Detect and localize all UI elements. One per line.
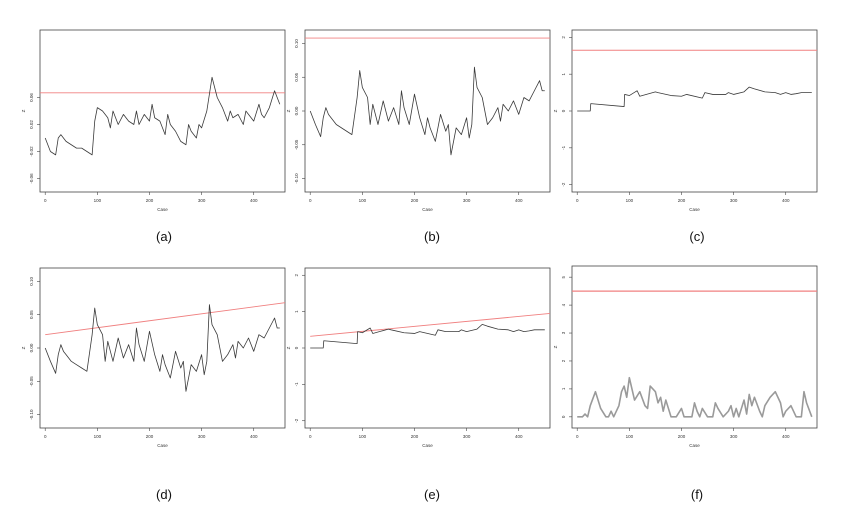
x-tick-label: 0 (44, 198, 47, 203)
y-axis-label: Z (553, 345, 558, 348)
y-tick-label: -0.05 (294, 139, 299, 150)
x-tick-label: 100 (359, 198, 367, 203)
x-tick-label: 300 (730, 198, 738, 203)
x-axis-label: Case (422, 443, 433, 448)
y-tick-label: 0.06 (29, 93, 34, 102)
y-tick-label: 0.10 (29, 276, 34, 285)
chart-panel-d: 0 100 200 300 400 -0.10 -0.05 0.00 0.05 0.10 Case Z (21, 267, 286, 448)
x-tick-label: 400 (782, 434, 790, 439)
y-tick-label: -2 (561, 182, 566, 186)
y-tick-label: 0.00 (29, 343, 34, 352)
x-tick-label: 300 (198, 434, 206, 439)
x-tick-label: 200 (678, 434, 686, 439)
y-tick-label: -0.06 (29, 173, 34, 184)
y-tick-label: 1 (561, 387, 566, 390)
y-tick-label: 0.10 (294, 39, 299, 48)
y-tick-label: 0 (561, 109, 566, 112)
series-line (309, 66, 545, 156)
x-tick-label: 0 (576, 434, 579, 439)
y-tick-label: 2 (561, 36, 566, 39)
y-tick-label: -0.02 (29, 146, 34, 157)
y-tick-label: 0.05 (29, 310, 34, 319)
series-line (44, 304, 280, 392)
y-axis-label: Z (21, 346, 26, 349)
series-line (310, 323, 545, 349)
plot-frame (39, 267, 286, 429)
chart-panel-a: 0 100 200 300 400 -0.06 -0.02 0.02 0.06 Case Z (21, 29, 286, 212)
caption-f: (f) (690, 487, 704, 502)
x-tick-label: 400 (515, 198, 523, 203)
y-axis-label: Z (21, 109, 26, 112)
y-tick-label: 0.02 (29, 120, 34, 129)
y-tick-label: -1 (561, 145, 566, 149)
x-tick-label: 100 (626, 198, 634, 203)
plot-frame (571, 265, 818, 429)
x-tick-label: 100 (626, 434, 634, 439)
plot-frame (304, 267, 551, 429)
x-tick-label: 0 (309, 198, 312, 203)
y-tick-label: -0.10 (29, 409, 34, 420)
plot-frame (304, 29, 551, 193)
caption-a: (a) (156, 229, 172, 244)
x-tick-label: 100 (359, 434, 367, 439)
y-tick-label: 0.05 (294, 72, 299, 81)
y-tick-label: 2 (561, 359, 566, 362)
x-tick-label: 400 (250, 434, 258, 439)
x-tick-label: 200 (678, 198, 686, 203)
x-tick-label: 100 (94, 434, 102, 439)
x-tick-label: 400 (250, 198, 258, 203)
plot-frame (39, 29, 286, 193)
x-tick-label: 200 (411, 198, 419, 203)
y-tick-label: 5 (561, 275, 566, 278)
x-axis-label: Case (422, 207, 433, 212)
x-tick-label: 0 (44, 434, 47, 439)
x-axis-label: Case (157, 207, 168, 212)
y-tick-label: -0.05 (29, 376, 34, 387)
x-tick-label: 200 (146, 198, 154, 203)
x-tick-label: 300 (198, 198, 206, 203)
y-axis-label: Z (286, 346, 291, 349)
x-tick-label: 300 (730, 434, 738, 439)
y-tick-label: 0.00 (294, 106, 299, 115)
x-tick-label: 200 (411, 434, 419, 439)
y-tick-label: -0.10 (294, 173, 299, 184)
x-tick-label: 300 (463, 198, 471, 203)
x-tick-label: 300 (463, 434, 471, 439)
x-axis-label: Case (157, 443, 168, 448)
y-axis-label: Z (286, 109, 291, 112)
x-tick-label: 0 (309, 434, 312, 439)
y-tick-label: 1 (294, 310, 299, 313)
x-tick-label: 400 (782, 198, 790, 203)
caption-e: (e) (424, 487, 440, 502)
y-tick-label: 3 (561, 331, 566, 334)
chart-panel-e: 0 100 200 300 400 -2 -1 0 1 2 Case Z (286, 267, 551, 448)
series-line (577, 86, 812, 112)
x-tick-label: 400 (515, 434, 523, 439)
chart-panel-f: 0 100 200 300 400 0 1 2 3 4 5 Case Z (553, 265, 818, 448)
chart-panel-b: 0 100 200 300 400 -0.10 -0.05 0.00 0.05 0.10 Case Z (286, 29, 551, 212)
caption-c: (c) (689, 229, 705, 244)
y-tick-label: -2 (294, 418, 299, 422)
x-tick-label: 0 (576, 198, 579, 203)
y-tick-label: 4 (561, 303, 566, 306)
x-axis-label: Case (689, 443, 700, 448)
x-tick-label: 200 (146, 434, 154, 439)
y-tick-label: 2 (294, 274, 299, 277)
x-axis-label: Case (689, 207, 700, 212)
series-line (577, 376, 813, 418)
x-tick-label: 100 (94, 198, 102, 203)
plot-frame (571, 29, 818, 193)
y-tick-label: 0 (294, 346, 299, 349)
threshold-line (310, 313, 551, 337)
y-tick-label: 0 (561, 415, 566, 418)
y-tick-label: 1 (561, 72, 566, 75)
y-axis-label: Z (553, 109, 558, 112)
threshold-line (45, 302, 286, 336)
y-tick-label: -1 (294, 382, 299, 386)
chart-panel-c: 0 100 200 300 400 -2 -1 0 1 2 Case Z (553, 29, 818, 212)
series-line (44, 76, 281, 156)
caption-d: (d) (156, 487, 172, 502)
caption-b: (b) (424, 229, 440, 244)
